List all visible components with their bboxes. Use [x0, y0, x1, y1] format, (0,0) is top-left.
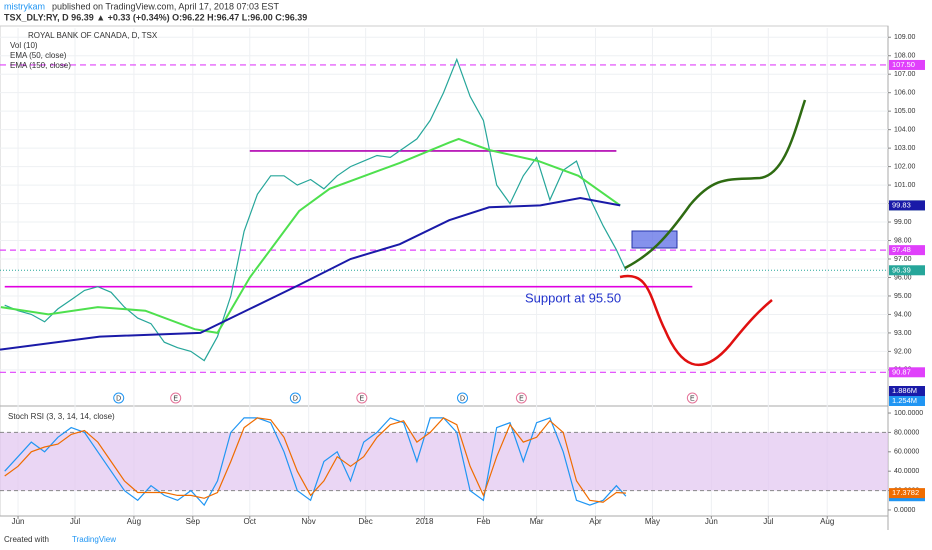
series-line: [4, 417, 627, 507]
y-tick-label: 108.00: [894, 53, 916, 60]
series-line: [0, 196, 621, 351]
y-tick-label: 94.00: [894, 311, 912, 318]
event-label: E: [173, 395, 178, 402]
x-tick-label: May: [645, 517, 660, 526]
y-tick-label: 95.00: [894, 293, 912, 300]
publisher: mistrykam: [4, 1, 45, 11]
y-tick-label: 102.00: [894, 163, 916, 170]
x-tick-label: Jun: [12, 517, 25, 526]
event-marker: [170, 392, 182, 404]
x-tick-label: Jul: [763, 517, 773, 526]
event-marker: [113, 392, 125, 404]
x-tick-label: Dec: [359, 517, 373, 526]
event-marker: [356, 392, 368, 404]
event-marker: [515, 392, 527, 404]
y-tick-label: 104.00: [894, 126, 916, 133]
y-tick-label: 109.00: [894, 34, 916, 41]
x-tick-label: Apr: [589, 517, 602, 526]
last-value-label-bg: [889, 488, 925, 499]
last-value-label: 96.39: [892, 265, 911, 274]
legend-entry: EMA (150, close): [10, 61, 71, 70]
y-tick-label: 107.00: [894, 71, 916, 78]
event-label: D: [116, 395, 121, 402]
x-tick-label: Sep: [186, 517, 201, 526]
y-tick-label: 100.0000: [894, 410, 923, 417]
quote: TSX_DLY:RY, D 96.39 ▲ +0.33 (+0.34%) O:9…: [4, 12, 307, 22]
x-tick-label: Mar: [530, 517, 544, 526]
event-label: E: [690, 395, 695, 402]
y-tick-label: 106.00: [894, 90, 916, 97]
x-tick-label: Oct: [244, 517, 257, 526]
y-tick-label: 103.00: [894, 145, 916, 152]
volume-label: 1.254M: [892, 396, 917, 405]
volume-label-bg: [889, 386, 925, 396]
footer-brand: TradingView: [72, 535, 116, 544]
last-value-label: 99.83: [892, 200, 911, 209]
y-tick-label: 93.00: [894, 330, 912, 337]
last-value-label-bg: [889, 265, 925, 276]
event-marker: [686, 392, 698, 404]
y-tick-label: 105.00: [894, 108, 916, 115]
x-tick-label: Jun: [705, 517, 718, 526]
last-value-label: 17.3782: [892, 488, 919, 497]
event-marker: [289, 392, 301, 404]
volume-label-bg: [889, 396, 925, 406]
published: published on TradingView.com, April 17, …: [52, 1, 279, 11]
y-tick-label: 0.0000: [894, 507, 916, 514]
volume-label: 1.886M: [892, 386, 917, 395]
event-label: D: [293, 395, 298, 402]
level-label-bg: [889, 59, 925, 70]
y-tick-label: 101.00: [894, 182, 916, 189]
x-tick-label: Aug: [820, 517, 834, 526]
level-label-bg: [889, 367, 925, 378]
y-tick-label: 98.00: [894, 237, 912, 244]
x-tick-label: Aug: [127, 517, 141, 526]
y-tick-label: 80.0000: [894, 429, 919, 436]
event-label: E: [519, 395, 524, 402]
stoch-band: [0, 432, 888, 491]
series-line: [0, 137, 621, 334]
stoch-title: Stoch RSI (3, 3, 14, 14, close): [8, 412, 115, 421]
annotation: Support at 95.50: [525, 290, 621, 305]
y-tick-label: 96.00: [894, 274, 912, 281]
level-label: 90.87: [892, 367, 911, 376]
x-tick-label: Feb: [477, 517, 491, 526]
series-line: [4, 417, 626, 503]
event-marker: [457, 392, 469, 404]
bull-projection: [624, 99, 807, 270]
indicator-label: Vol (10): [10, 41, 38, 50]
y-tick-label: 40.0000: [894, 468, 919, 475]
x-tick-label: Jul: [70, 517, 80, 526]
level-label-bg: [889, 245, 925, 256]
footer-created: Created with: [4, 535, 49, 544]
series-line: [4, 57, 627, 362]
x-tick-label: 2018: [416, 517, 434, 526]
event-label: E: [360, 395, 365, 402]
last-value-label-bg: [889, 200, 925, 211]
y-tick-label: 60.0000: [894, 449, 919, 456]
target-box: [631, 230, 678, 249]
series-title: ROYAL BANK OF CANADA, D, TSX: [28, 31, 158, 40]
y-tick-label: 97.00: [894, 256, 912, 263]
y-tick-label: 99.00: [894, 219, 912, 226]
legend-entry: EMA (50, close): [10, 51, 67, 60]
x-tick-label: Nov: [302, 517, 316, 526]
event-label: D: [460, 395, 465, 402]
level-label: 107.50: [892, 60, 915, 69]
level-label: 97.48: [892, 245, 911, 254]
y-tick-label: 92.00: [894, 348, 912, 355]
bear-projection: [619, 274, 773, 367]
